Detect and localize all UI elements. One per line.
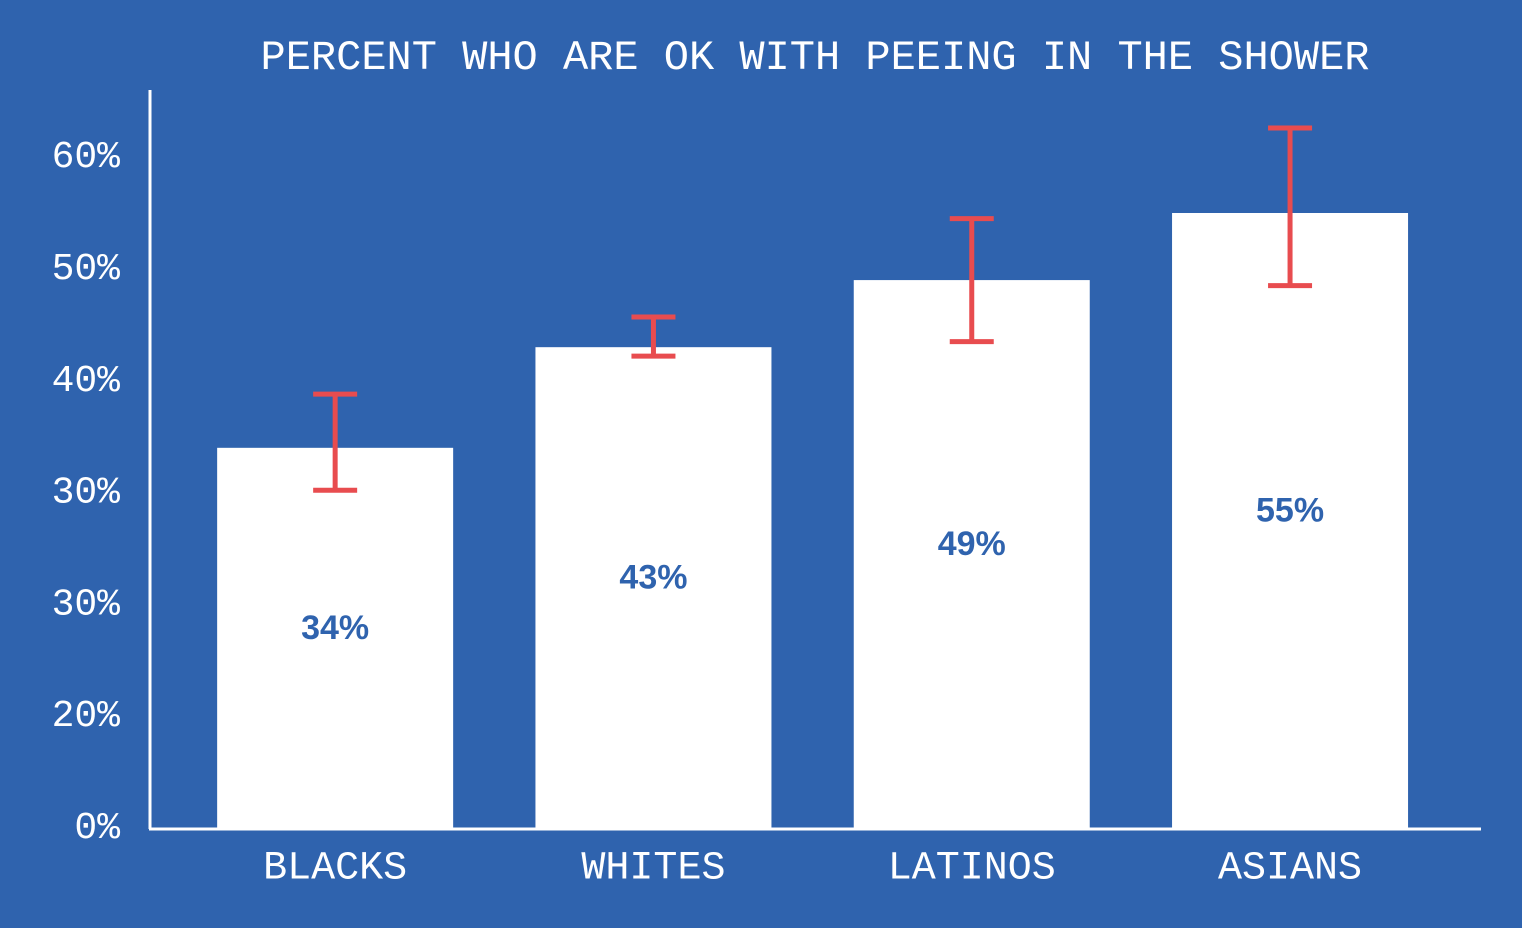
x-tick-label: BLACKS xyxy=(263,847,407,892)
y-tick-label: 0% xyxy=(74,807,120,850)
value-label: 55% xyxy=(1256,491,1324,529)
bar xyxy=(853,280,1090,828)
value-label: 49% xyxy=(938,525,1006,563)
y-tick-label: 40% xyxy=(52,360,121,403)
error-bar xyxy=(1268,125,1313,289)
chart-title: PERCENT WHO ARE OK WITH PEEING IN THE SH… xyxy=(261,34,1370,82)
x-tick-label: LATINOS xyxy=(888,847,1056,892)
y-tick-label: 30% xyxy=(52,472,121,515)
error-bar xyxy=(631,314,676,359)
bar xyxy=(535,347,772,828)
bar xyxy=(217,447,454,828)
bar xyxy=(1172,213,1409,828)
y-tick-label: 60% xyxy=(52,136,121,179)
y-tick-label: 50% xyxy=(52,248,121,291)
error-bar xyxy=(949,216,994,345)
y-tick-label: 30% xyxy=(52,583,121,626)
x-tick-label: ASIANS xyxy=(1218,847,1362,892)
error-bar xyxy=(313,391,358,493)
value-label: 34% xyxy=(301,609,369,647)
x-tick-label: WHITES xyxy=(581,847,725,892)
y-tick-label: 20% xyxy=(52,695,121,738)
value-label: 43% xyxy=(619,559,687,597)
